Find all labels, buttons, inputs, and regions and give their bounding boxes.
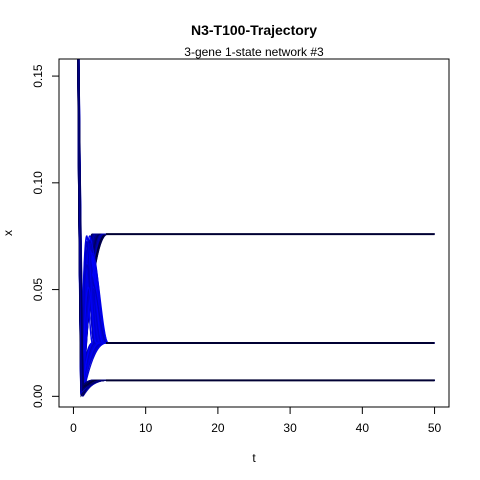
y-tick-label: 0.10 <box>31 171 45 195</box>
x-tick-label: 10 <box>139 421 153 435</box>
y-tick-label: 0.05 <box>31 278 45 302</box>
x-tick-label: 40 <box>356 421 370 435</box>
chart-title: N3-T100-Trajectory <box>191 22 317 38</box>
x-tick-label: 50 <box>428 421 442 435</box>
x-tick-label: 0 <box>70 421 77 435</box>
chart-subtitle: 3-gene 1-state network #3 <box>184 45 324 59</box>
y-axis-label: x <box>1 230 15 236</box>
x-tick-label: 30 <box>283 421 297 435</box>
y-tick-label: 0.15 <box>31 64 45 88</box>
x-tick-label: 20 <box>211 421 225 435</box>
y-tick-label: 0.00 <box>31 384 45 408</box>
